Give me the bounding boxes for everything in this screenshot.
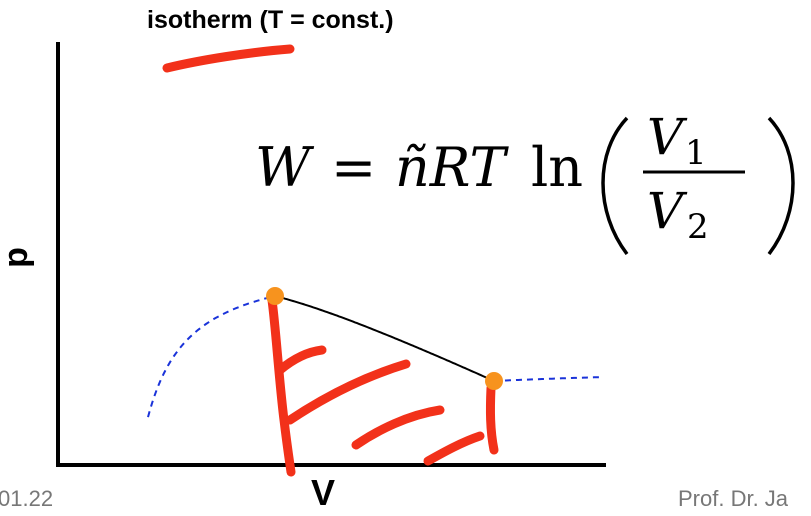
formula-numerator-sub: 1	[685, 133, 707, 173]
isotherm-work-segment	[274, 295, 494, 382]
formula-equals: =	[331, 136, 376, 199]
formula-left-paren	[601, 116, 629, 256]
hatch-stroke-2	[285, 359, 411, 425]
footer-author: Prof. Dr. Ja	[678, 486, 789, 511]
state-point-2	[485, 372, 503, 390]
isotherm-underline-stroke	[162, 44, 295, 73]
isotherm-dashed-curve	[147, 295, 600, 418]
formula-numerator: V	[647, 108, 688, 166]
formula-denominator-sub: 2	[687, 207, 709, 247]
red-annotation-strokes	[162, 44, 499, 477]
state-point-1	[266, 287, 284, 305]
x-axis-label: V	[311, 472, 336, 513]
y-axis-label: p	[0, 247, 35, 268]
hatch-stroke-4	[423, 431, 485, 466]
right-vertical-stroke	[485, 383, 499, 455]
formula-lhs: W	[255, 136, 315, 199]
work-formula: W = ñRT ln V 1 V 2	[255, 108, 795, 256]
formula-right-paren	[767, 116, 795, 256]
footer-date: 01.22	[0, 486, 54, 511]
formula-denominator: V	[647, 182, 688, 240]
hatch-stroke-1	[275, 345, 327, 375]
isotherm-label: isotherm (T = const.)	[147, 6, 394, 34]
formula-coefficient: ñRT	[395, 136, 509, 199]
hatch-stroke-3	[351, 405, 445, 450]
formula-ln: ln	[531, 136, 583, 199]
left-vertical-stroke	[267, 295, 296, 477]
